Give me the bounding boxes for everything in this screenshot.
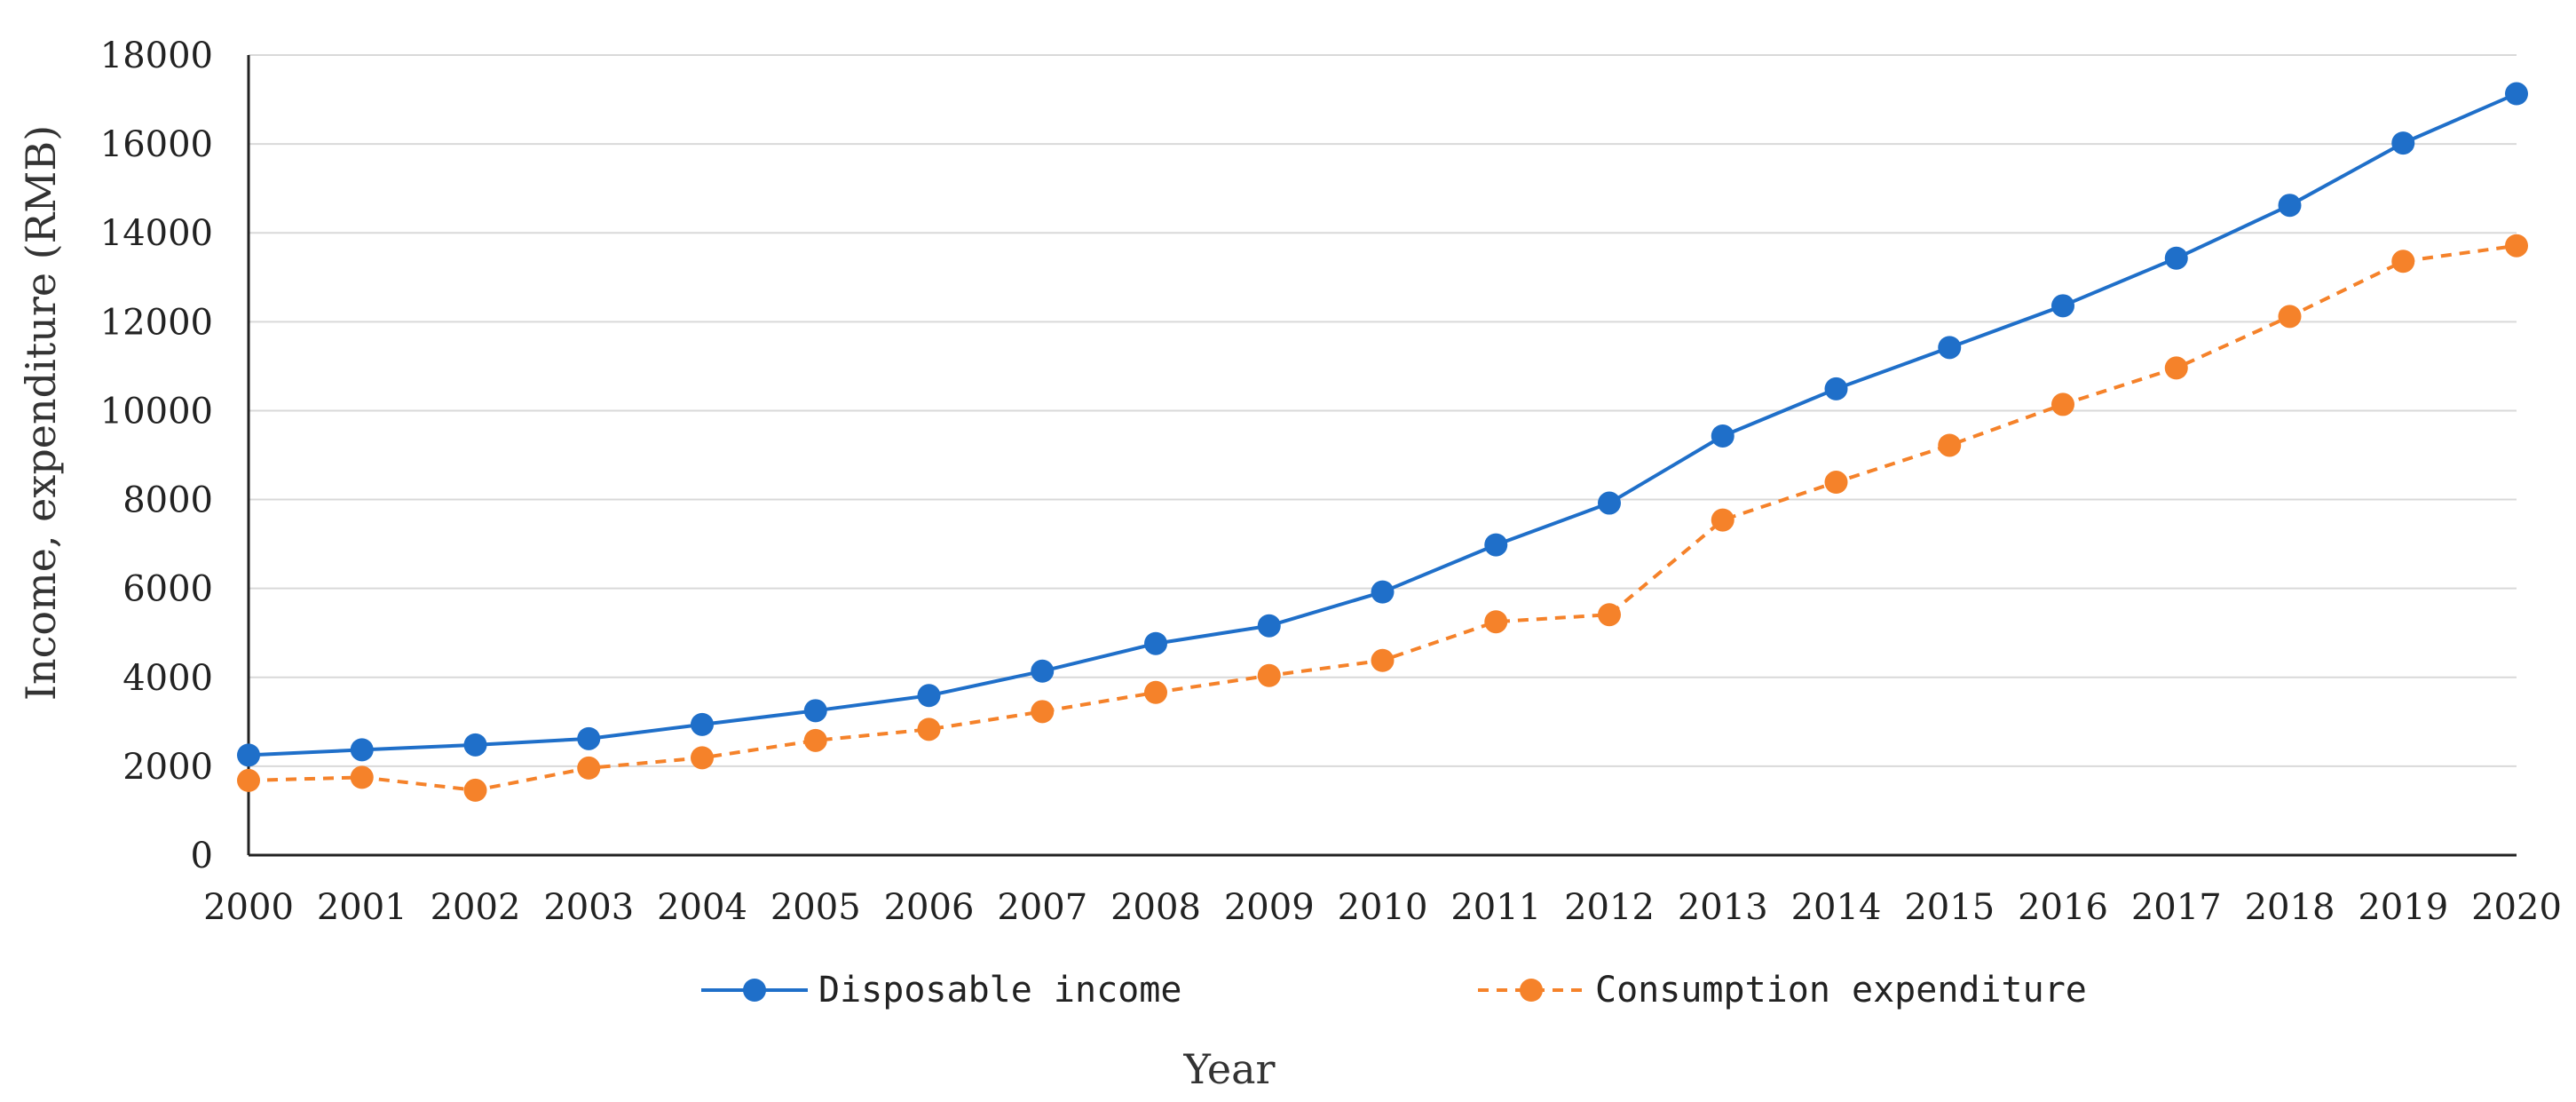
legend-marker-disposable-income bbox=[743, 979, 766, 1002]
y-tick-label: 10000 bbox=[100, 391, 213, 432]
x-tick-label: 2016 bbox=[2018, 887, 2108, 928]
x-tick-label: 2015 bbox=[1904, 887, 1995, 928]
x-tick-label: 2019 bbox=[2358, 887, 2448, 928]
series-line-consumption-expenditure bbox=[248, 243, 2517, 792]
data-point-consumption-expenditure bbox=[1484, 610, 1508, 634]
x-axis-title: Year bbox=[1182, 1045, 1275, 1093]
data-point-disposable-income bbox=[2391, 131, 2415, 155]
data-point-disposable-income bbox=[2505, 82, 2528, 106]
data-point-disposable-income bbox=[1031, 659, 1055, 683]
x-tick-label: 2017 bbox=[2131, 887, 2222, 928]
y-tick-label: 16000 bbox=[100, 124, 213, 165]
axes bbox=[247, 55, 2517, 857]
data-point-disposable-income bbox=[237, 743, 260, 767]
data-point-consumption-expenditure bbox=[2391, 250, 2415, 274]
x-tick-label: 2011 bbox=[1450, 887, 1541, 928]
x-tick-label: 2018 bbox=[2245, 887, 2335, 928]
series-disposable-income bbox=[237, 82, 2528, 767]
series bbox=[237, 82, 2528, 802]
data-point-disposable-income bbox=[1711, 424, 1734, 448]
data-point-consumption-expenditure bbox=[1824, 471, 1848, 495]
data-point-disposable-income bbox=[1824, 377, 1848, 400]
data-point-consumption-expenditure bbox=[463, 778, 487, 802]
data-point-consumption-expenditure bbox=[237, 768, 260, 792]
data-point-disposable-income bbox=[1371, 580, 1395, 604]
data-point-disposable-income bbox=[1144, 631, 1167, 655]
data-point-consumption-expenditure bbox=[2278, 305, 2302, 329]
data-point-consumption-expenditure bbox=[1031, 700, 1055, 724]
x-tick-label: 2020 bbox=[2471, 887, 2562, 928]
y-tick-labels: 0 2000 4000 6000 8000 10000 12000 14000 16000 180… bbox=[100, 36, 213, 876]
data-point-consumption-expenditure bbox=[2164, 356, 2188, 380]
y-tick-label: 18000 bbox=[100, 36, 213, 76]
data-point-consumption-expenditure bbox=[2505, 234, 2528, 258]
data-point-disposable-income bbox=[1257, 614, 1281, 638]
x-tick-label: 2003 bbox=[543, 887, 634, 928]
y-tick-label: 4000 bbox=[122, 658, 213, 699]
data-point-consumption-expenditure bbox=[1938, 433, 1962, 457]
data-point-consumption-expenditure bbox=[917, 717, 941, 741]
x-tick-label: 2013 bbox=[1678, 887, 1768, 928]
data-point-disposable-income bbox=[691, 712, 714, 736]
y-tick-label: 6000 bbox=[122, 569, 213, 610]
x-tick-label: 2004 bbox=[657, 887, 747, 928]
data-point-disposable-income bbox=[917, 684, 941, 708]
x-tick-label: 2005 bbox=[770, 887, 861, 928]
x-tick-labels: 2000 2001 2002 2003 2004 2005 2006 2007 2008 2009… bbox=[203, 887, 2562, 928]
data-point-consumption-expenditure bbox=[1257, 663, 1281, 687]
data-point-disposable-income bbox=[2278, 194, 2302, 218]
data-point-disposable-income bbox=[803, 699, 827, 723]
x-tick-label: 2012 bbox=[1564, 887, 1655, 928]
x-tick-label: 2001 bbox=[317, 887, 407, 928]
data-point-consumption-expenditure bbox=[577, 756, 601, 780]
x-tick-label: 2014 bbox=[1791, 887, 1882, 928]
data-point-disposable-income bbox=[1484, 533, 1508, 557]
y-tick-label: 2000 bbox=[122, 747, 213, 788]
x-tick-label: 2006 bbox=[884, 887, 975, 928]
data-point-consumption-expenditure bbox=[1711, 508, 1734, 532]
data-point-disposable-income bbox=[2051, 294, 2074, 318]
legend: Disposable income Consumption expenditure bbox=[701, 970, 2087, 1011]
data-point-disposable-income bbox=[2164, 246, 2188, 270]
y-axis-title: Income, expenditure (RMB) bbox=[17, 125, 65, 701]
series-consumption-expenditure bbox=[237, 234, 2528, 802]
data-point-consumption-expenditure bbox=[1371, 648, 1395, 672]
legend-label-disposable-income: Disposable income bbox=[818, 970, 1181, 1011]
data-point-disposable-income bbox=[463, 733, 487, 757]
x-tick-label: 2009 bbox=[1224, 887, 1315, 928]
data-point-disposable-income bbox=[1938, 336, 1962, 360]
data-point-consumption-expenditure bbox=[803, 728, 827, 752]
data-point-consumption-expenditure bbox=[1598, 603, 1621, 627]
data-point-consumption-expenditure bbox=[2051, 392, 2074, 416]
y-tick-label: 12000 bbox=[100, 302, 213, 343]
legend-item-consumption-expenditure: Consumption expenditure bbox=[1478, 970, 2087, 1011]
data-point-consumption-expenditure bbox=[691, 746, 714, 770]
x-tick-label: 2008 bbox=[1110, 887, 1201, 928]
y-tick-label: 8000 bbox=[122, 480, 213, 521]
x-tick-label: 2002 bbox=[431, 887, 521, 928]
data-point-consumption-expenditure bbox=[350, 765, 374, 789]
x-tick-label: 2000 bbox=[203, 887, 294, 928]
legend-marker-consumption-expenditure bbox=[1520, 979, 1543, 1002]
data-point-disposable-income bbox=[1598, 491, 1621, 515]
data-point-consumption-expenditure bbox=[1144, 680, 1167, 704]
data-point-disposable-income bbox=[350, 738, 374, 762]
x-tick-label: 2010 bbox=[1338, 887, 1428, 928]
legend-label-consumption-expenditure: Consumption expenditure bbox=[1595, 970, 2087, 1011]
y-tick-label: 14000 bbox=[100, 213, 213, 254]
y-tick-label: 0 bbox=[191, 836, 213, 876]
gridlines bbox=[249, 54, 2517, 767]
legend-item-disposable-income: Disposable income bbox=[701, 970, 1181, 1011]
data-point-disposable-income bbox=[577, 726, 601, 750]
x-tick-label: 2007 bbox=[997, 887, 1087, 928]
